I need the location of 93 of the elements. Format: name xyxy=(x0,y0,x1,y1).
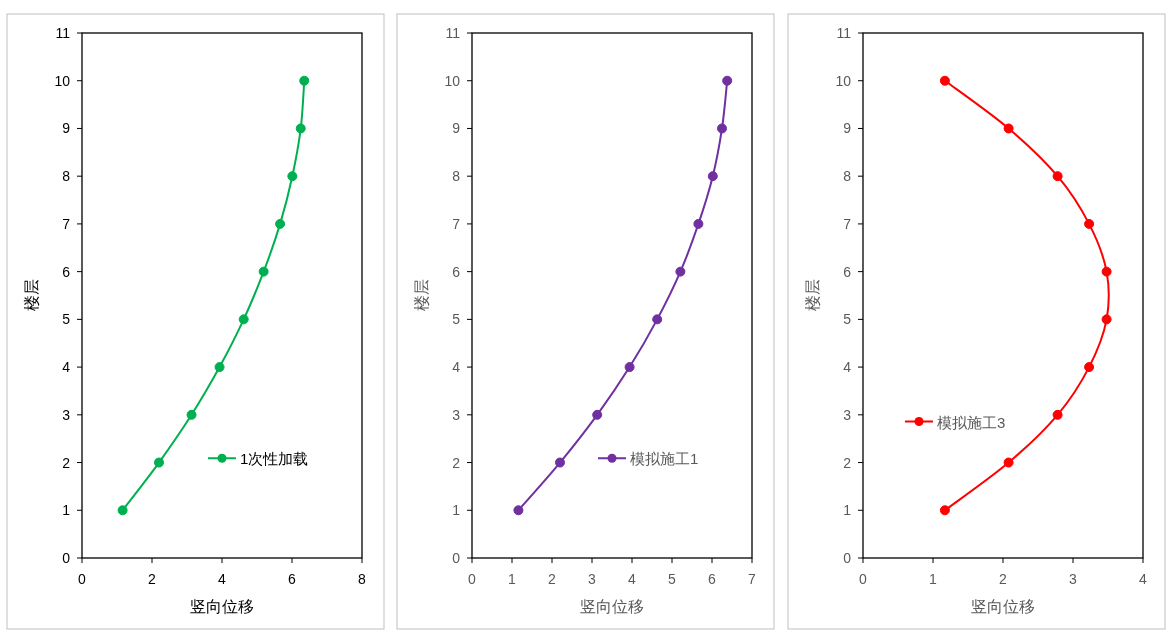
x-tick-label: 6 xyxy=(708,571,717,587)
x-tick-label: 4 xyxy=(628,571,637,587)
point xyxy=(652,314,663,325)
y-tick-label: 9 xyxy=(452,120,461,137)
y-tick-label: 10 xyxy=(835,72,852,89)
point xyxy=(1084,218,1095,229)
y-tick-label: 4 xyxy=(843,359,852,376)
point xyxy=(1084,362,1095,373)
x-tick-label: 1 xyxy=(508,571,517,587)
point xyxy=(299,75,310,86)
y-tick-label: 7 xyxy=(62,215,71,232)
y-tick-label: 9 xyxy=(843,120,852,137)
point xyxy=(939,505,950,516)
point xyxy=(154,457,164,468)
x-tick-label: 6 xyxy=(288,571,297,587)
legend-label: 1次性加载 xyxy=(240,450,309,468)
point xyxy=(1052,171,1063,182)
y-tick-label: 8 xyxy=(452,168,461,185)
point xyxy=(693,218,704,229)
point xyxy=(275,218,286,229)
x-tick-label: 2 xyxy=(148,571,157,587)
y-tick-label: 8 xyxy=(843,168,852,185)
x-tick-label: 4 xyxy=(218,571,227,587)
y-tick-label: 6 xyxy=(843,263,852,280)
y-tick-label: 5 xyxy=(62,311,71,328)
y-tick-label: 0 xyxy=(843,550,852,566)
y-tick-label: 2 xyxy=(452,454,461,471)
y-tick-label: 6 xyxy=(62,263,71,280)
y-tick-label: 7 xyxy=(843,215,852,232)
y-tick-label: 7 xyxy=(452,215,461,232)
point xyxy=(1003,457,1014,468)
x-axis-title: 竖向位移 xyxy=(971,598,1035,615)
point xyxy=(1101,266,1112,277)
point xyxy=(555,457,565,468)
y-tick-label: 1 xyxy=(62,502,71,519)
x-tick-label: 7 xyxy=(748,571,757,587)
point xyxy=(513,505,524,516)
point xyxy=(258,266,269,277)
y-tick-label: 4 xyxy=(452,359,461,376)
y-tick-label: 5 xyxy=(843,311,852,328)
y-tick-label: 3 xyxy=(452,406,461,423)
x-tick-label: 1 xyxy=(929,571,938,587)
point xyxy=(295,123,306,134)
point xyxy=(707,171,718,182)
x-tick-label: 4 xyxy=(1139,571,1148,587)
y-tick-label: 0 xyxy=(62,550,71,566)
y-tick-label: 1 xyxy=(843,502,852,519)
legend-label: 模拟施工1 xyxy=(630,450,699,468)
y-tick-label: 1 xyxy=(452,502,461,519)
point xyxy=(1101,314,1112,325)
point xyxy=(624,362,635,373)
x-tick-label: 3 xyxy=(1069,571,1078,587)
x-tick-label: 0 xyxy=(78,571,87,587)
point xyxy=(675,266,686,277)
y-axis-title: 楼层 xyxy=(413,279,430,311)
y-tick-label: 0 xyxy=(452,550,461,566)
point xyxy=(722,75,733,86)
x-tick-label: 5 xyxy=(668,571,677,587)
x-tick-label: 8 xyxy=(358,571,367,587)
y-tick-label: 10 xyxy=(54,72,71,89)
point xyxy=(1003,123,1014,134)
y-tick-label: 2 xyxy=(843,454,852,471)
y-tick-label: 2 xyxy=(62,454,71,471)
y-axis-title: 楼层 xyxy=(804,279,821,311)
y-tick-label: 3 xyxy=(843,406,852,423)
point xyxy=(717,123,727,134)
x-axis-title: 竖向位移 xyxy=(190,598,254,615)
y-tick-label: 11 xyxy=(836,25,852,41)
point xyxy=(186,409,197,420)
y-tick-label: 11 xyxy=(445,25,461,41)
y-tick-label: 6 xyxy=(452,263,461,280)
legend-label: 模拟施工3 xyxy=(937,413,1006,431)
x-tick-label: 0 xyxy=(468,571,477,587)
point xyxy=(939,75,950,86)
x-tick-label: 2 xyxy=(999,571,1008,587)
y-tick-label: 4 xyxy=(62,359,71,376)
point xyxy=(1052,409,1063,420)
y-tick-label: 10 xyxy=(444,72,461,89)
y-tick-label: 8 xyxy=(62,168,71,185)
point xyxy=(117,505,128,516)
point xyxy=(592,409,603,420)
y-tick-label: 5 xyxy=(452,311,461,328)
x-axis-title: 竖向位移 xyxy=(580,598,644,615)
y-axis-title: 楼层 xyxy=(23,279,40,311)
y-tick-label: 3 xyxy=(62,406,71,423)
y-tick-label: 9 xyxy=(62,120,71,137)
point xyxy=(287,171,298,182)
y-tick-label: 11 xyxy=(55,25,71,41)
point xyxy=(238,314,249,325)
x-tick-label: 3 xyxy=(588,571,597,587)
x-tick-label: 2 xyxy=(548,571,557,587)
x-tick-label: 0 xyxy=(859,571,868,587)
point xyxy=(214,362,225,373)
